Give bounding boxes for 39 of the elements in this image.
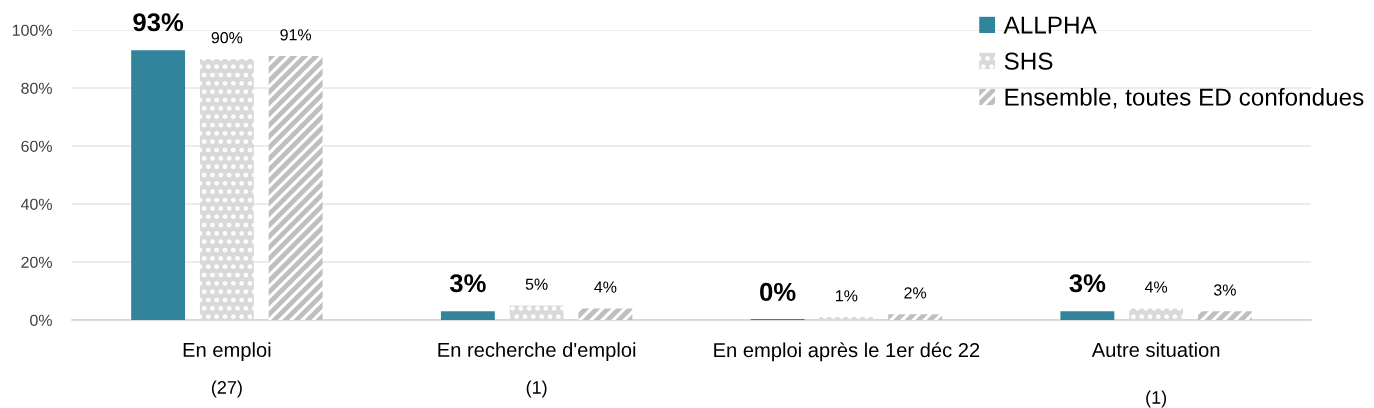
data-label: 3% <box>449 274 486 293</box>
data-label: 91% <box>280 29 312 41</box>
bar <box>1060 311 1115 320</box>
data-label: 2% <box>904 287 927 299</box>
data-label: 4% <box>594 281 617 293</box>
y-tick-label: 40% <box>20 198 52 210</box>
y-tick-label: 20% <box>21 256 52 268</box>
legend-label: SHS <box>1004 52 1053 70</box>
y-tick-label: 80% <box>21 82 52 94</box>
bar <box>1129 308 1184 320</box>
x-tick-label: En recherche d'emploi <box>438 342 636 361</box>
data-label: 4% <box>1144 281 1168 293</box>
y-tick-label: 60% <box>21 140 52 152</box>
bar <box>268 56 323 320</box>
bar <box>199 59 254 320</box>
y-tick-label: 100% <box>12 24 52 36</box>
text: (1) <box>526 380 547 398</box>
data-label: 5% <box>525 278 548 290</box>
data-label: 0% <box>760 282 796 302</box>
bar <box>131 50 186 320</box>
bar <box>888 314 943 320</box>
x-tick-label: Autre situation <box>1091 342 1220 358</box>
y-tick-label: 0% <box>30 314 52 326</box>
bar <box>509 305 564 320</box>
data-label: 93% <box>133 13 184 32</box>
data-label: 1% <box>836 290 858 302</box>
data-label: 90% <box>211 32 243 44</box>
data-label: 3% <box>1213 284 1236 296</box>
text: (1) <box>1146 390 1167 408</box>
legend-label: Ensemble, toutes ED confondues <box>1005 87 1364 109</box>
bar <box>440 311 495 320</box>
text: (27) <box>211 380 242 398</box>
x-tick-label: En emploi <box>183 342 271 361</box>
x-tick-label: En emploi après le 1er déc 22 <box>714 342 980 362</box>
bar <box>1197 311 1252 320</box>
bar <box>819 317 874 320</box>
data-label: 3% <box>1069 274 1106 293</box>
legend-label: ALLPHA <box>1003 16 1097 34</box>
bar <box>578 308 633 320</box>
